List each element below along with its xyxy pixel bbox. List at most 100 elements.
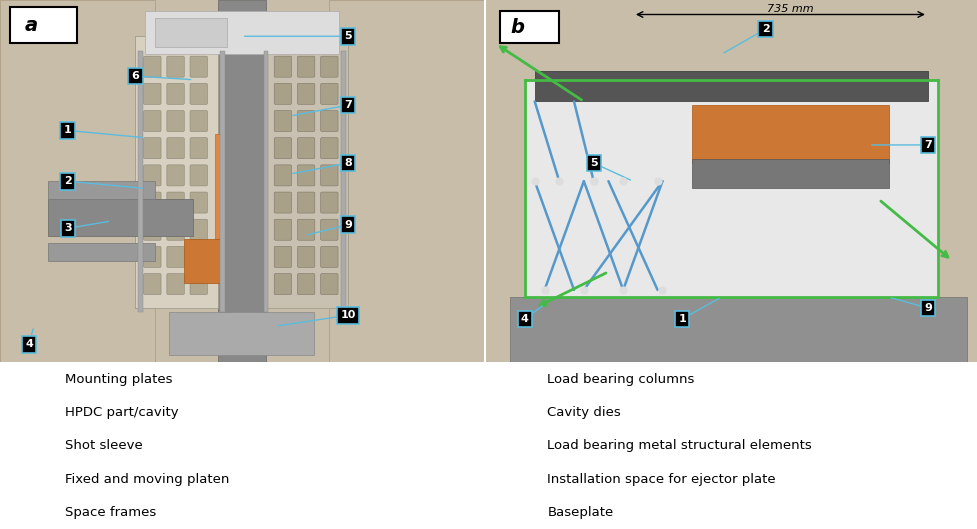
FancyBboxPatch shape: [297, 56, 315, 77]
FancyBboxPatch shape: [692, 105, 888, 163]
FancyBboxPatch shape: [167, 219, 185, 240]
Text: 8: 8: [506, 439, 516, 453]
Text: 7: 7: [924, 140, 932, 150]
FancyBboxPatch shape: [692, 159, 888, 188]
FancyBboxPatch shape: [167, 84, 185, 104]
Polygon shape: [0, 0, 154, 362]
Text: 2: 2: [21, 405, 31, 419]
FancyBboxPatch shape: [167, 138, 185, 159]
FancyBboxPatch shape: [184, 239, 223, 282]
FancyBboxPatch shape: [169, 312, 315, 355]
FancyBboxPatch shape: [191, 247, 207, 268]
Text: 4: 4: [21, 472, 31, 486]
Text: 8: 8: [344, 158, 352, 168]
FancyBboxPatch shape: [49, 243, 154, 261]
FancyBboxPatch shape: [144, 138, 161, 159]
FancyBboxPatch shape: [136, 36, 218, 308]
FancyBboxPatch shape: [191, 84, 207, 104]
FancyBboxPatch shape: [266, 36, 348, 308]
FancyBboxPatch shape: [154, 18, 228, 47]
FancyBboxPatch shape: [275, 111, 291, 132]
FancyBboxPatch shape: [191, 111, 207, 132]
Text: b: b: [510, 17, 524, 37]
Text: Space frames: Space frames: [65, 506, 156, 519]
FancyBboxPatch shape: [320, 165, 338, 186]
FancyBboxPatch shape: [275, 247, 291, 268]
FancyBboxPatch shape: [341, 51, 346, 312]
FancyBboxPatch shape: [167, 247, 185, 268]
Text: 5: 5: [590, 158, 598, 168]
Text: Shot sleeve: Shot sleeve: [65, 439, 143, 452]
FancyBboxPatch shape: [191, 56, 207, 77]
Text: 2: 2: [762, 24, 770, 34]
FancyBboxPatch shape: [191, 138, 207, 159]
Text: Installation space for ejector plate: Installation space for ejector plate: [547, 472, 776, 486]
FancyBboxPatch shape: [167, 111, 185, 132]
Text: 7: 7: [344, 100, 352, 110]
FancyBboxPatch shape: [49, 199, 193, 235]
FancyBboxPatch shape: [534, 71, 928, 102]
FancyBboxPatch shape: [191, 192, 207, 213]
FancyBboxPatch shape: [167, 165, 185, 186]
FancyBboxPatch shape: [144, 247, 161, 268]
FancyBboxPatch shape: [145, 11, 338, 54]
Text: HPDC part/cavity: HPDC part/cavity: [65, 406, 179, 419]
FancyBboxPatch shape: [500, 11, 559, 43]
FancyBboxPatch shape: [320, 84, 338, 104]
FancyBboxPatch shape: [275, 138, 291, 159]
FancyBboxPatch shape: [0, 0, 484, 362]
Text: 5: 5: [344, 31, 352, 41]
FancyBboxPatch shape: [297, 247, 315, 268]
FancyBboxPatch shape: [275, 84, 291, 104]
FancyBboxPatch shape: [297, 192, 315, 213]
Text: 10: 10: [501, 505, 521, 519]
FancyBboxPatch shape: [275, 273, 291, 295]
FancyBboxPatch shape: [144, 165, 161, 186]
FancyBboxPatch shape: [297, 165, 315, 186]
Text: 6: 6: [132, 71, 140, 81]
FancyBboxPatch shape: [320, 111, 338, 132]
FancyBboxPatch shape: [275, 192, 291, 213]
FancyBboxPatch shape: [144, 111, 161, 132]
FancyBboxPatch shape: [297, 273, 315, 295]
FancyBboxPatch shape: [220, 51, 225, 312]
FancyBboxPatch shape: [320, 192, 338, 213]
Polygon shape: [525, 80, 938, 297]
Text: Load bearing metal structural elements: Load bearing metal structural elements: [547, 439, 812, 452]
FancyBboxPatch shape: [264, 51, 269, 312]
FancyBboxPatch shape: [167, 56, 185, 77]
Text: 9: 9: [924, 303, 932, 313]
FancyBboxPatch shape: [167, 273, 185, 295]
FancyBboxPatch shape: [486, 0, 977, 362]
FancyBboxPatch shape: [191, 165, 207, 186]
Text: Mounting plates: Mounting plates: [65, 372, 173, 386]
FancyBboxPatch shape: [275, 219, 291, 240]
FancyBboxPatch shape: [49, 181, 154, 199]
FancyBboxPatch shape: [191, 273, 207, 295]
FancyBboxPatch shape: [144, 273, 161, 295]
Text: Fixed and moving platen: Fixed and moving platen: [65, 472, 230, 486]
Text: 3: 3: [21, 439, 31, 453]
Text: 10: 10: [341, 310, 356, 320]
Text: Cavity dies: Cavity dies: [547, 406, 621, 419]
FancyBboxPatch shape: [218, 0, 266, 362]
Text: 2: 2: [64, 176, 71, 186]
Text: 1: 1: [678, 314, 686, 324]
Text: 1: 1: [64, 125, 71, 135]
FancyBboxPatch shape: [167, 192, 185, 213]
Text: 3: 3: [64, 223, 71, 233]
FancyBboxPatch shape: [320, 56, 338, 77]
Text: 5: 5: [21, 505, 31, 519]
FancyBboxPatch shape: [320, 273, 338, 295]
FancyBboxPatch shape: [144, 192, 161, 213]
Text: Load bearing columns: Load bearing columns: [547, 372, 695, 386]
FancyBboxPatch shape: [320, 138, 338, 159]
FancyBboxPatch shape: [297, 138, 315, 159]
Text: 7: 7: [506, 405, 516, 419]
Text: 9: 9: [344, 220, 352, 230]
FancyBboxPatch shape: [138, 51, 143, 312]
Text: 6: 6: [506, 372, 516, 386]
FancyBboxPatch shape: [275, 56, 291, 77]
Text: 4: 4: [25, 339, 33, 349]
Text: 9: 9: [506, 472, 516, 486]
